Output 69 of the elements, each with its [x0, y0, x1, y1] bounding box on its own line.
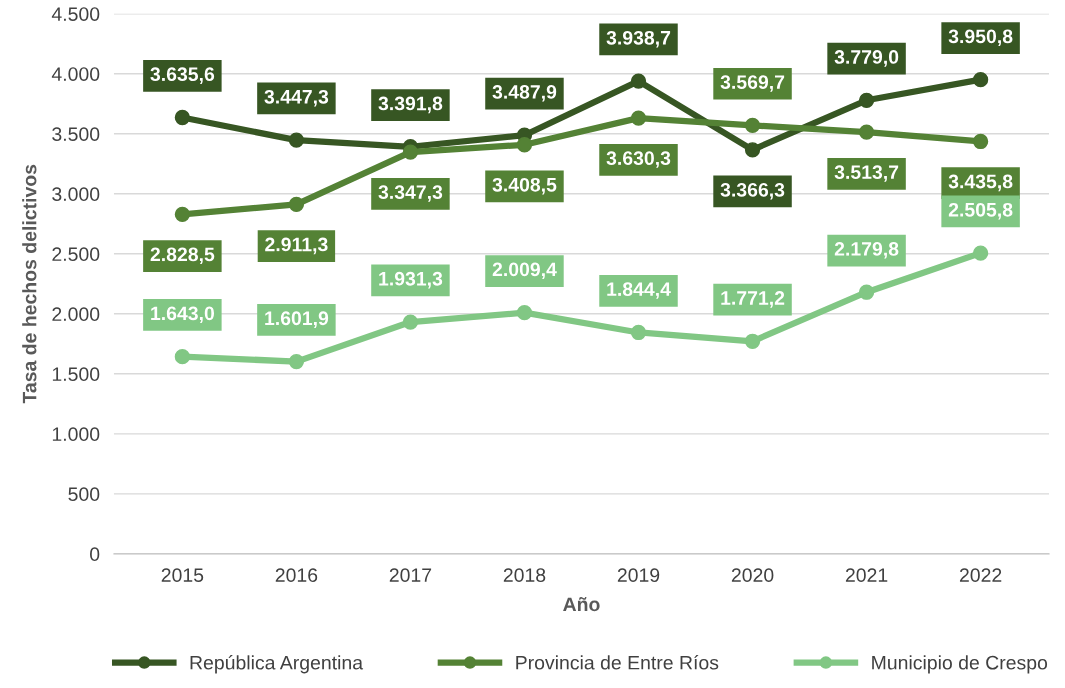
point — [744, 333, 761, 349]
data-label: 3.950,8 — [948, 29, 1013, 47]
data-label: 3.435,8 — [948, 174, 1013, 192]
point — [744, 142, 761, 158]
data-label: 2.009,4 — [492, 262, 557, 280]
data-label: 3.447,3 — [264, 89, 329, 107]
point — [630, 110, 647, 126]
point — [858, 124, 875, 140]
legend-label: República Argentina — [190, 655, 364, 674]
legend-label: Municipio de Crespo — [872, 655, 1048, 674]
y-tick-label: 1.000 — [52, 427, 100, 442]
data-label: 2.179,8 — [834, 242, 899, 259]
data-label: 2.828,5 — [150, 247, 215, 265]
data-label: 2.505,8 — [948, 202, 1013, 220]
point — [972, 133, 989, 150]
data-label: 3.391,8 — [378, 96, 443, 114]
point — [972, 72, 989, 88]
data-label: 1.771,2 — [721, 291, 785, 308]
x-tick-label: 2022 — [959, 568, 1002, 583]
data-label: 3.635,6 — [150, 67, 215, 84]
point — [516, 305, 533, 321]
point — [174, 206, 191, 223]
data-label: 1.643,0 — [151, 306, 215, 324]
y-tick-label: 1.500 — [52, 367, 100, 382]
x-axis-title: Año — [563, 597, 600, 612]
point — [858, 284, 875, 300]
x-tick-label: 2020 — [731, 568, 774, 583]
y-axis-title: Tasa de hechos delictivos — [22, 164, 37, 404]
point — [630, 73, 647, 89]
point — [174, 349, 191, 365]
data-label: 3.779,0 — [834, 50, 899, 67]
point — [288, 132, 305, 148]
data-label: 1.931,3 — [379, 271, 443, 289]
x-tick-label: 2015 — [161, 568, 204, 583]
point — [972, 245, 989, 261]
point — [288, 196, 305, 213]
x-tick-label: 2019 — [617, 568, 660, 583]
data-label: 3.630,3 — [606, 151, 671, 168]
x-tick-label: 2018 — [503, 568, 546, 583]
data-label: 3.513,7 — [834, 165, 899, 182]
point — [744, 117, 761, 134]
point — [858, 92, 875, 108]
data-label: 3.569,7 — [720, 75, 785, 92]
point — [402, 314, 419, 330]
data-label: 3.366,3 — [720, 182, 785, 200]
point — [288, 353, 305, 370]
y-tick-label: 2.000 — [52, 307, 100, 322]
data-label: 3.408,5 — [492, 177, 557, 195]
point — [630, 324, 647, 341]
data-label: 2.911,3 — [265, 237, 328, 255]
y-tick-label: 3.000 — [52, 187, 100, 202]
data-label: 3.938,7 — [606, 30, 671, 48]
point — [174, 109, 191, 126]
point — [516, 137, 533, 153]
point — [402, 144, 419, 160]
y-tick-label: 4.000 — [51, 67, 100, 82]
y-tick-label: 0 — [90, 547, 100, 562]
data-label: 3.347,3 — [378, 185, 443, 202]
x-tick-label: 2017 — [389, 568, 432, 583]
y-tick-label: 500 — [68, 487, 100, 502]
data-label: 3.487,9 — [492, 85, 557, 102]
x-tick-label: 2016 — [275, 568, 318, 583]
data-label: 1.601,9 — [265, 311, 329, 328]
legend-label: Provincia de Entre Ríos — [516, 655, 719, 670]
y-tick-label: 4.500 — [51, 7, 100, 21]
data-label: 1.844,4 — [607, 282, 671, 299]
y-tick-label: 3.500 — [52, 127, 100, 142]
x-tick-label: 2021 — [845, 568, 888, 583]
y-tick-label: 2.500 — [52, 247, 100, 262]
